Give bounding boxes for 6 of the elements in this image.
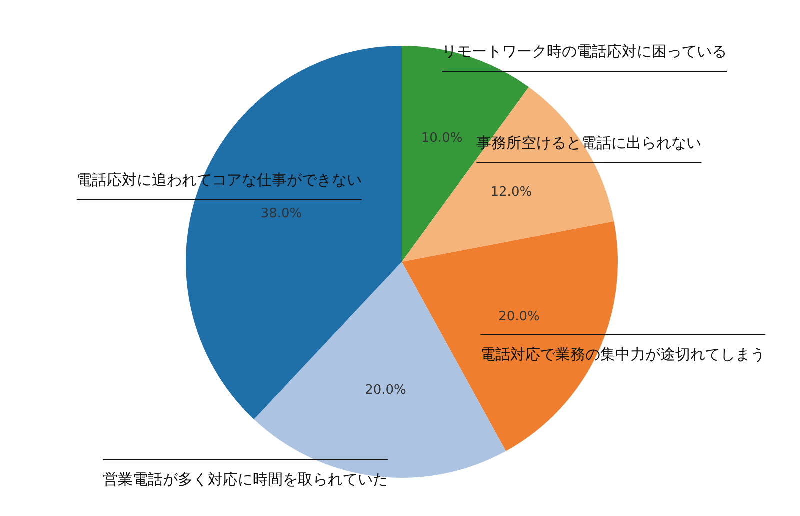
data-label: 10.0% — [421, 131, 463, 146]
slice-label: 営業電話が多く対応に時間を取られていた — [102, 470, 388, 488]
data-label: 20.0% — [365, 382, 406, 398]
data-label: 12.0% — [490, 184, 532, 200]
data-label: 20.0% — [498, 310, 540, 325]
data-label: 38.0% — [260, 206, 302, 222]
